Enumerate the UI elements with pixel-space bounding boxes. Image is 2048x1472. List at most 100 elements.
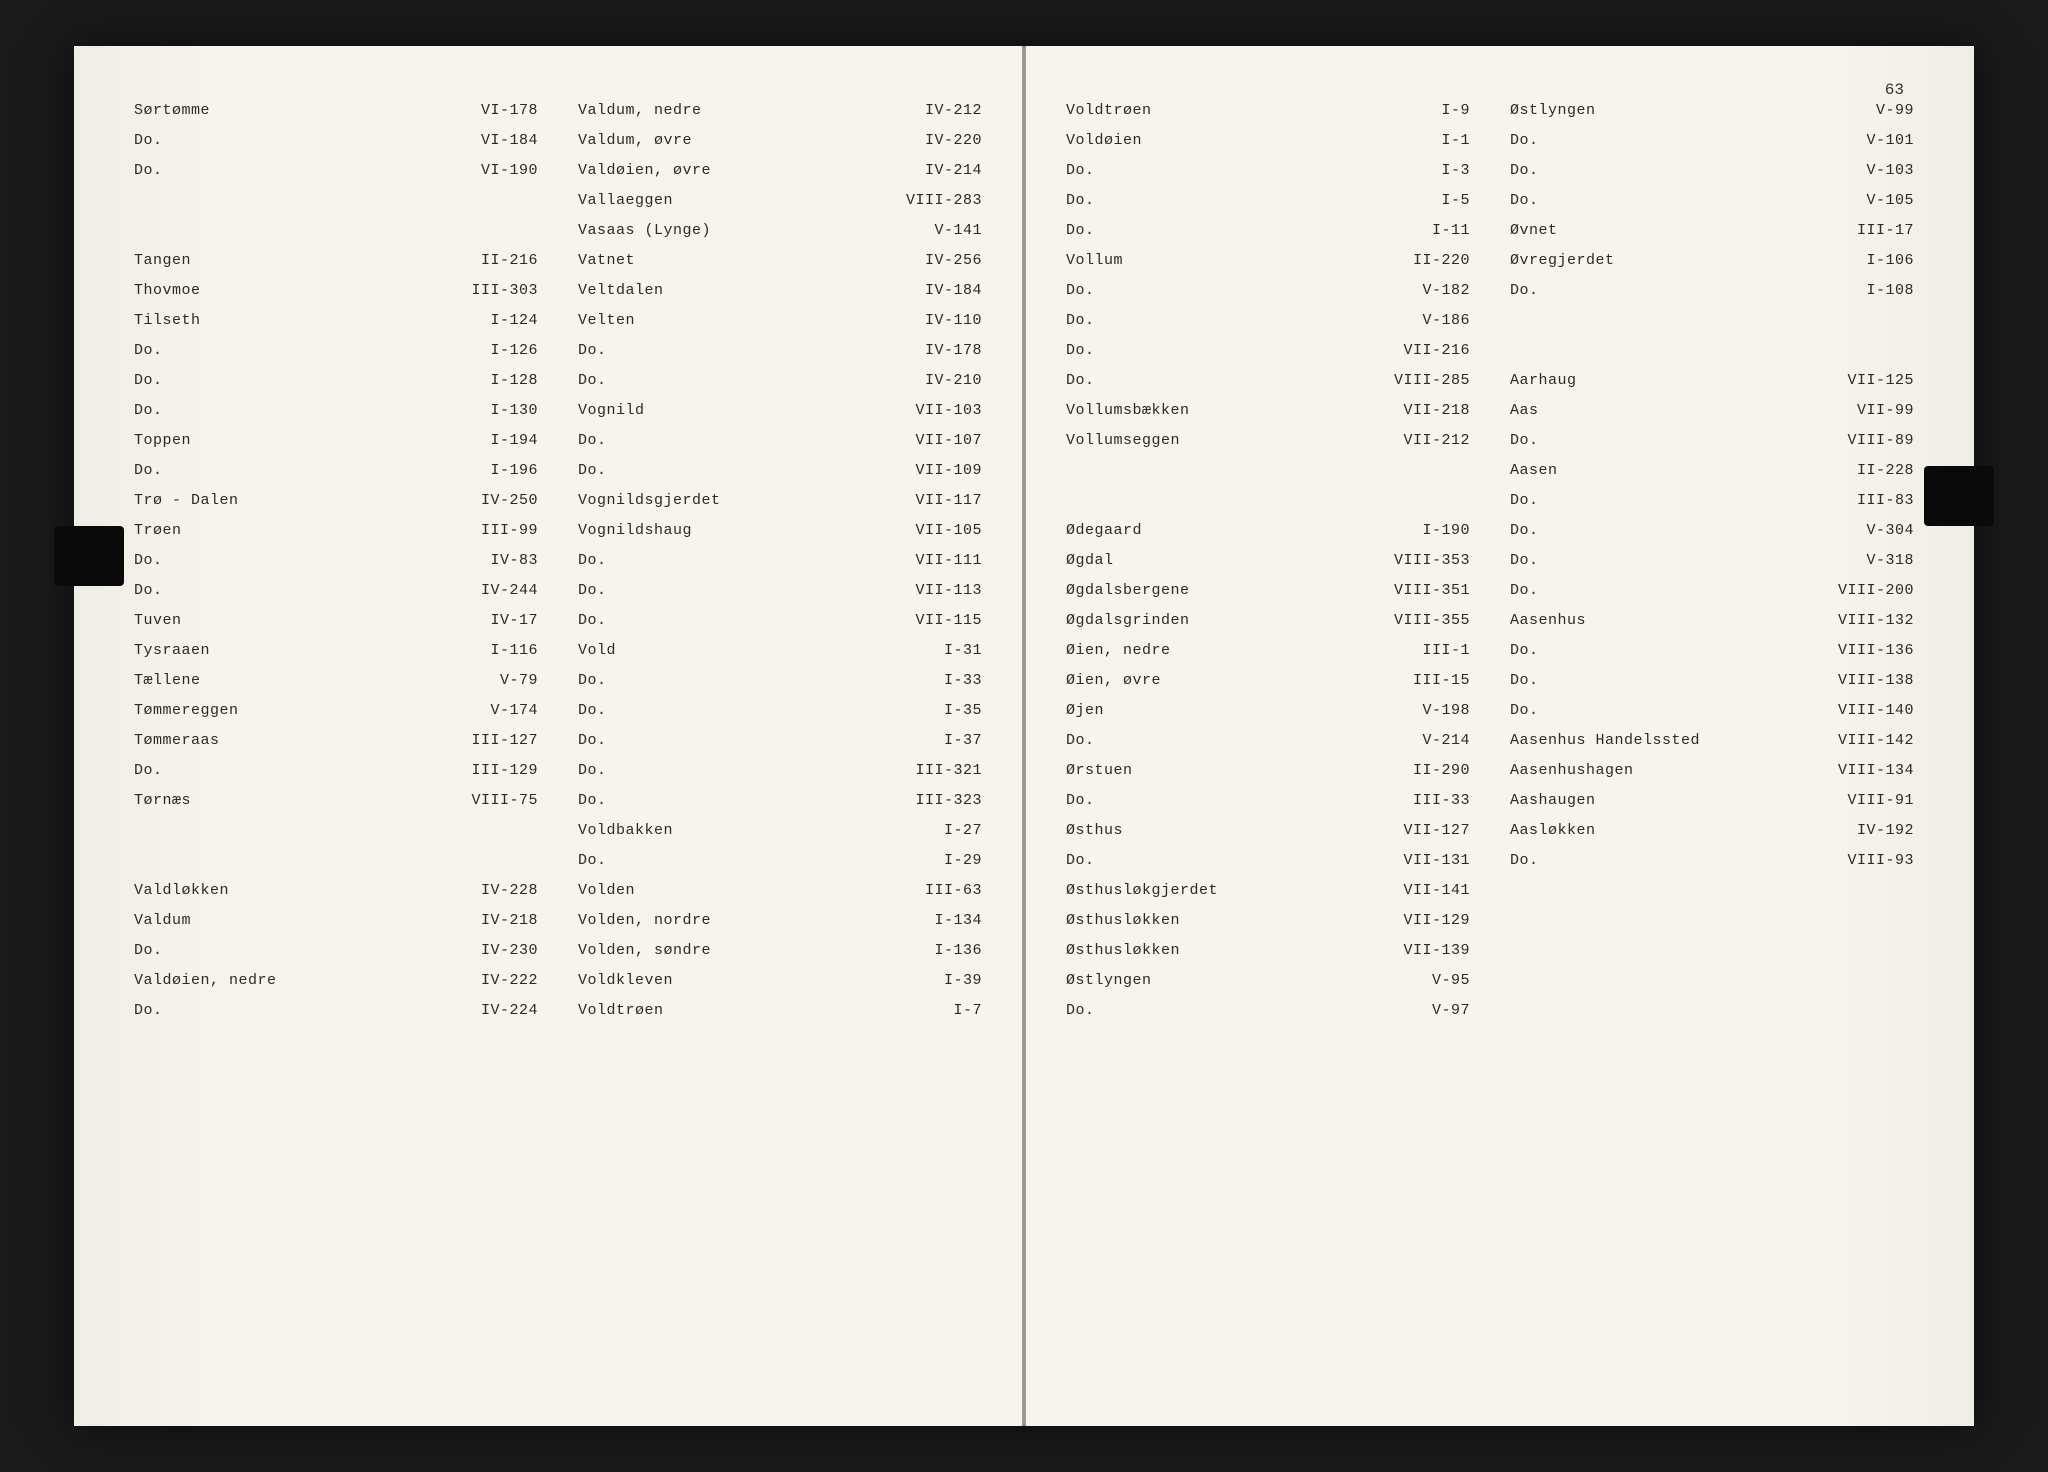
entry-reference: VIII-283 [891, 186, 982, 216]
entry-name: Do. [578, 366, 607, 396]
entry-reference: VIII-285 [1379, 366, 1470, 396]
index-entry: AasenII-228 [1510, 456, 1914, 486]
index-entry: Do.I-33 [578, 666, 982, 696]
entry-reference: VIII-91 [1832, 786, 1914, 816]
entry-reference: IV-244 [466, 576, 538, 606]
entry-name: Østlyngen [1066, 966, 1152, 996]
index-spacer [134, 216, 538, 246]
index-entry: ValdumIV-218 [134, 906, 538, 936]
entry-reference: VIII-132 [1823, 606, 1914, 636]
entry-name: Do. [134, 996, 163, 1026]
page-number: 63 [1885, 81, 1904, 99]
index-entry: VoldI-31 [578, 636, 982, 666]
entry-name: Vatnet [578, 246, 635, 276]
index-spacer [134, 846, 538, 876]
entry-name: Østhusløkgjerdet [1066, 876, 1218, 906]
index-entry: VatnetIV-256 [578, 246, 982, 276]
index-entry: ØstlyngenV-95 [1066, 966, 1470, 996]
entry-name: Vallaeggen [578, 186, 673, 216]
entry-reference: III-129 [456, 756, 538, 786]
entry-reference: I-190 [1407, 516, 1470, 546]
index-entry: VeltenIV-110 [578, 306, 982, 336]
entry-reference: IV-212 [910, 96, 982, 126]
entry-reference: III-33 [1398, 786, 1470, 816]
entry-reference: I-194 [475, 426, 538, 456]
entry-reference: I-136 [919, 936, 982, 966]
index-entry: Do.V-105 [1510, 186, 1914, 216]
entry-reference: I-3 [1426, 156, 1470, 186]
index-entry: Do.III-321 [578, 756, 982, 786]
index-entry: Do.IV-178 [578, 336, 982, 366]
entry-reference: I-116 [475, 636, 538, 666]
index-entry: AarhaugVII-125 [1510, 366, 1914, 396]
entry-name: Voldbakken [578, 816, 673, 846]
entry-reference: VII-109 [900, 456, 982, 486]
entry-reference: II-290 [1398, 756, 1470, 786]
entry-name: Do. [1066, 336, 1095, 366]
index-entry: ØvnetIII-17 [1510, 216, 1914, 246]
index-entry: Do.VIII-93 [1510, 846, 1914, 876]
entry-name: Tællene [134, 666, 201, 696]
entry-name: Do. [1066, 366, 1095, 396]
index-entry: Trø - DalenIV-250 [134, 486, 538, 516]
entry-name: Do. [134, 546, 163, 576]
entry-name: Trøen [134, 516, 182, 546]
entry-name: Do. [1510, 486, 1539, 516]
index-entry: TømmeraasIII-127 [134, 726, 538, 756]
entry-reference: III-127 [456, 726, 538, 756]
entry-name: Øvregjerdet [1510, 246, 1615, 276]
entry-name: Østlyngen [1510, 96, 1596, 126]
index-entry: Do.VIII-138 [1510, 666, 1914, 696]
index-entry: ØsthusløkkenVII-129 [1066, 906, 1470, 936]
index-entry: TilsethI-124 [134, 306, 538, 336]
index-entry: ToppenI-194 [134, 426, 538, 456]
entry-reference: IV-218 [466, 906, 538, 936]
index-entry: Do. IV-83 [134, 546, 538, 576]
index-entry: Do. VIII-285 [1066, 366, 1470, 396]
entry-reference: VII-115 [900, 606, 982, 636]
entry-name: Valdum, nedre [578, 96, 702, 126]
index-entry: Volden, søndreI-136 [578, 936, 982, 966]
entry-reference: IV-83 [475, 546, 538, 576]
entry-name: Aasenhushagen [1510, 756, 1634, 786]
entry-name: Vasaas (Lynge) [578, 216, 711, 246]
entry-name: Do. [1066, 306, 1095, 336]
entry-reference: I-128 [475, 366, 538, 396]
entry-reference: VII-218 [1388, 396, 1470, 426]
entry-name: Do. [1510, 156, 1539, 186]
index-entry: Do.I-3 [1066, 156, 1470, 186]
entry-name: Vollumsbækken [1066, 396, 1190, 426]
index-entry: ØvregjerdetI-106 [1510, 246, 1914, 276]
entry-name: Do. [578, 666, 607, 696]
entry-reference: V-141 [919, 216, 982, 246]
entry-reference: VII-113 [900, 576, 982, 606]
index-entry: Do.VI-190 [134, 156, 538, 186]
index-entry: ØjenV-198 [1066, 696, 1470, 726]
entry-reference: VIII-353 [1379, 546, 1470, 576]
entry-reference: I-130 [475, 396, 538, 426]
entry-name: Do. [578, 606, 607, 636]
index-entry: Do.V-97 [1066, 996, 1470, 1026]
entry-reference: VII-105 [900, 516, 982, 546]
index-entry: Do.I-29 [578, 846, 982, 876]
index-entry: ØsthusVII-127 [1066, 816, 1470, 846]
entry-name: Vold [578, 636, 616, 666]
entry-reference: I-11 [1417, 216, 1470, 246]
entry-reference: V-174 [475, 696, 538, 726]
index-entry: Øien, nedreIII-1 [1066, 636, 1470, 666]
right-columns: VoldtrøenI-9VoldøienI-1Do.I-3Do.I-5Do.I-… [1066, 96, 1914, 1386]
index-entry: VoldbakkenI-27 [578, 816, 982, 846]
entry-reference: VI-190 [466, 156, 538, 186]
index-entry: Do.III-33 [1066, 786, 1470, 816]
index-entry: Do.VII-109 [578, 456, 982, 486]
entry-name: Øjen [1066, 696, 1104, 726]
index-entry: TuvenIV-17 [134, 606, 538, 636]
index-entry: Do.VII-216 [1066, 336, 1470, 366]
entry-reference: I-196 [475, 456, 538, 486]
entry-reference: III-323 [900, 786, 982, 816]
entry-name: Tørnæs [134, 786, 191, 816]
index-entry: VognildsgjerdetVII-117 [578, 486, 982, 516]
entry-reference: V-97 [1417, 996, 1470, 1026]
entry-reference: II-228 [1842, 456, 1914, 486]
entry-reference: III-83 [1842, 486, 1914, 516]
